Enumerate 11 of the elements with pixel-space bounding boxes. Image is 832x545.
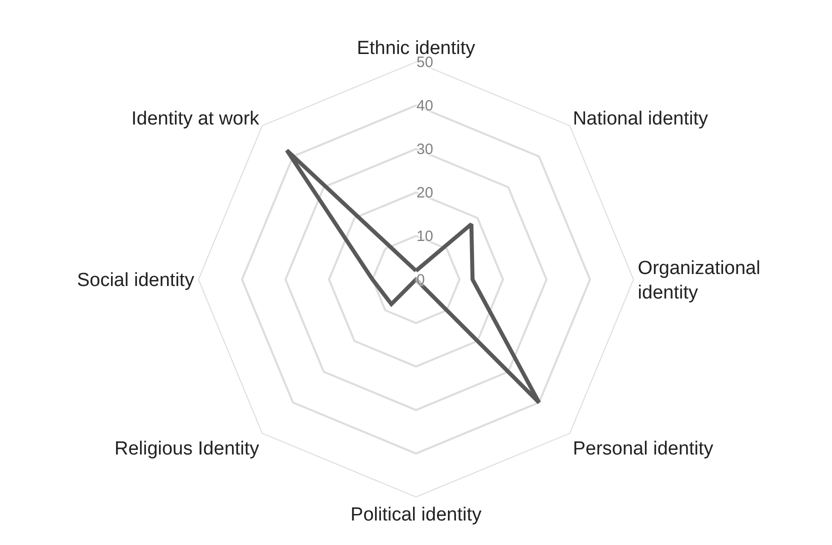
- spoke-label: National identity: [572, 108, 709, 130]
- y-tick-label: 20: [416, 184, 434, 202]
- spoke-label: Organizational identity: [638, 258, 760, 304]
- spoke-label: Political identity: [350, 504, 482, 526]
- y-tick-label: 30: [416, 140, 434, 158]
- spoke-label: Social identity: [76, 270, 195, 292]
- y-tick-label: 10: [416, 228, 434, 245]
- spoke-label: Identity at work: [131, 108, 260, 130]
- spoke-label: Religious Identity: [114, 438, 260, 460]
- y-tick-label: 40: [416, 97, 434, 114]
- spoke-label: Personal identity: [572, 438, 714, 460]
